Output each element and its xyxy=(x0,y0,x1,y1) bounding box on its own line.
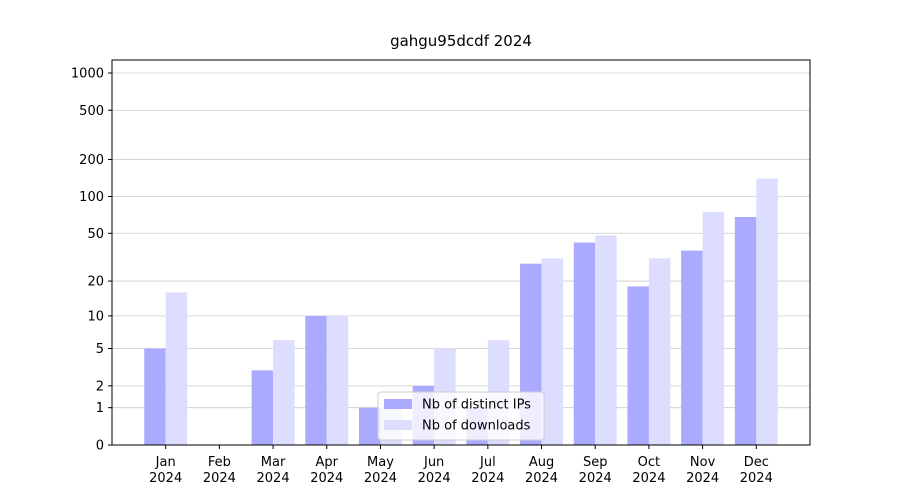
bar xyxy=(734,217,757,445)
y-tick-label: 1 xyxy=(96,401,104,416)
x-tick-label: Aug 2024 xyxy=(525,455,558,486)
x-tick-label: Nov 2024 xyxy=(686,455,719,486)
y-tick-label: 20 xyxy=(87,275,104,290)
y-tick-label: 10 xyxy=(87,309,104,324)
y-tick-label: 200 xyxy=(79,153,104,168)
y-tick-label: 100 xyxy=(79,190,104,205)
legend: Nb of distinct IPs Nb of downloads xyxy=(377,391,545,441)
x-tick-label: Feb 2024 xyxy=(203,455,236,486)
x-tick-label: Jun 2024 xyxy=(418,455,451,486)
legend-label: Nb of downloads xyxy=(422,419,531,434)
y-tick-label: 5 xyxy=(96,342,104,357)
x-tick-label: May 2024 xyxy=(364,455,397,486)
legend-frame xyxy=(377,391,545,441)
plot-frame xyxy=(111,59,811,446)
x-tick-label: Dec 2024 xyxy=(740,455,773,486)
bar xyxy=(251,370,274,445)
x-tick-label: Oct 2024 xyxy=(632,455,665,486)
y-tick-label: 50 xyxy=(87,227,104,242)
bar xyxy=(573,242,596,445)
bar xyxy=(326,315,349,445)
bar xyxy=(648,258,671,445)
x-tick-label: Jul 2024 xyxy=(471,455,504,486)
y-tick-label: 1000 xyxy=(71,66,104,81)
x-tick-label: Apr 2024 xyxy=(310,455,343,486)
bar xyxy=(305,315,327,445)
bar xyxy=(702,211,725,445)
legend-label: Nb of distinct IPs xyxy=(422,398,531,413)
bar xyxy=(165,292,188,445)
bar xyxy=(273,340,295,445)
x-tick-label: Jan 2024 xyxy=(149,455,182,486)
y-tick-label: 2 xyxy=(96,379,104,394)
bar xyxy=(681,250,703,445)
x-tick-label: Sep 2024 xyxy=(579,455,612,486)
bar xyxy=(358,407,381,445)
legend-swatch xyxy=(384,399,412,409)
legend-swatch xyxy=(384,420,412,430)
bar xyxy=(627,286,649,445)
bar xyxy=(756,178,778,445)
x-tick-label: Mar 2024 xyxy=(257,455,290,486)
bar xyxy=(595,235,617,445)
bar xyxy=(144,348,166,445)
y-tick-label: 0 xyxy=(96,439,104,454)
y-tick-label: 500 xyxy=(79,104,104,119)
chart-title: gahgu95dcdf 2024 xyxy=(390,32,532,50)
bar xyxy=(541,258,564,445)
